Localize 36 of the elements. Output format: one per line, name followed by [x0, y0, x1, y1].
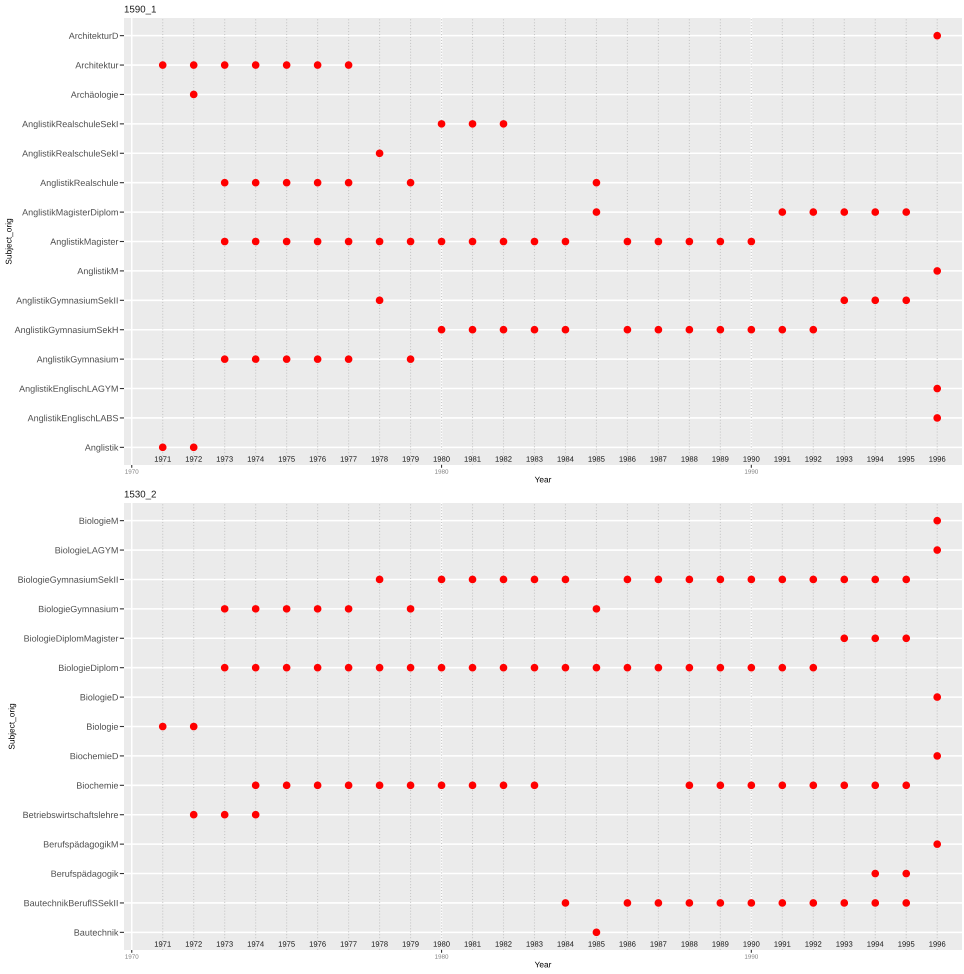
y-tick-label: AnglistikMagister — [50, 238, 118, 247]
y-tick-label: AnglistikMagisterDiplom — [22, 208, 118, 218]
y-axis-title: Subject_orig — [8, 704, 16, 750]
y-tick-label: AnglistikRealschule — [40, 179, 118, 188]
y-tick-label: AnglistikGymnasium — [36, 356, 118, 364]
y-tick-label: BiologieD — [80, 694, 118, 702]
y-tick-label: AnglistikM — [77, 268, 118, 276]
y-tick-label: BiologieM — [80, 517, 118, 526]
y-tick-label: Betriebswirtschaftslehre — [23, 811, 118, 818]
y-tick-label: Archäologie — [70, 91, 118, 100]
chart-title: 1530_2 — [124, 490, 156, 500]
y-tick-label: AnglistikGymnasiumSekII — [16, 297, 118, 306]
y-tick-label: BiologieLAGYM — [55, 546, 118, 556]
y-tick-label: BiologieGymnasium — [38, 606, 118, 614]
y-tick-label: AnglistikGymnasiumSekH — [14, 326, 118, 335]
y-tick-label: Biologie — [87, 723, 118, 732]
y-tick-label: ArchitekturD — [68, 32, 118, 40]
y-tick-label: Berufspädagogik — [51, 870, 118, 879]
y-tick-label: Architektur — [75, 62, 118, 68]
y-axis-title: Subject_orig — [5, 218, 14, 264]
y-tick-label: AnglistikRealschuleSekI — [22, 150, 118, 158]
y-tick-label: AnglistikEnglischLABS — [28, 414, 118, 424]
y-tick-label: BerufspädagogikM — [44, 840, 118, 850]
y-tick-label: BiologieGymnasiumSekII — [18, 576, 118, 585]
y-tick-label: AnglistikRealschuleSekI — [22, 120, 118, 130]
x-axis-title: Year — [534, 476, 552, 483]
y-tick-label: BautechnikBeruflSSekII — [24, 900, 118, 906]
chart-title: 1590_1 — [124, 6, 156, 14]
y-tick-label: BiochemieD — [70, 752, 118, 760]
y-tick-label: Biochemie — [77, 782, 118, 789]
y-tick-label: Bautechnik — [74, 929, 118, 936]
y-tick-label: Anglistik — [84, 444, 118, 452]
y-tick-label: BiologieDiplom — [58, 664, 118, 673]
y-tick-label: BiologieDiplomMagister — [24, 635, 118, 644]
y-tick-label: AnglistikEnglischLAGYM — [19, 385, 118, 394]
x-axis-title: Year — [534, 962, 552, 968]
